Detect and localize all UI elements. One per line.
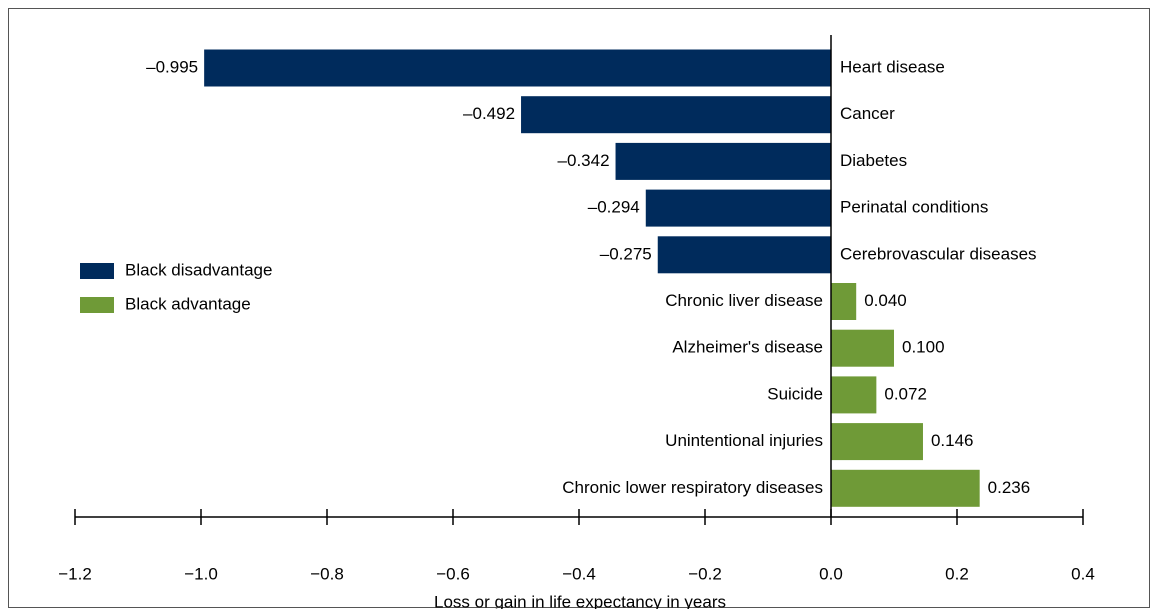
legend-swatch — [80, 297, 114, 313]
x-tick-label: −1.0 — [184, 564, 218, 583]
value-label: 0.100 — [902, 338, 945, 357]
x-axis-label: Loss or gain in life expectancy in years — [434, 592, 726, 609]
category-label: Cancer — [840, 104, 895, 123]
bar — [831, 423, 923, 461]
category-label: Diabetes — [840, 151, 907, 170]
category-label: Suicide — [767, 384, 823, 403]
category-label: Cerebrovascular diseases — [840, 244, 1037, 263]
bar — [831, 469, 980, 507]
x-tick-label: −0.2 — [688, 564, 722, 583]
bar — [645, 189, 831, 227]
bar — [521, 96, 831, 134]
bar — [204, 49, 831, 87]
bar — [831, 376, 877, 414]
value-label: –0.995 — [146, 57, 198, 76]
bar — [831, 283, 857, 320]
legend-label: Black advantage — [125, 294, 251, 313]
category-label: Perinatal conditions — [840, 198, 988, 217]
x-tick-label: 0.4 — [1071, 564, 1095, 583]
value-label: 0.072 — [884, 384, 927, 403]
bar — [657, 236, 831, 274]
value-label: –0.275 — [600, 244, 652, 263]
legend-label: Black disadvantage — [125, 260, 272, 279]
frame — [8, 8, 1150, 608]
x-tick-label: −0.6 — [436, 564, 470, 583]
value-label: –0.342 — [558, 151, 610, 170]
category-label: Unintentional injuries — [665, 431, 823, 450]
value-label: 0.040 — [864, 291, 907, 310]
category-label: Chronic lower respiratory diseases — [562, 478, 823, 497]
bar — [615, 142, 831, 180]
value-label: –0.492 — [463, 104, 515, 123]
x-tick-label: 0.2 — [945, 564, 969, 583]
x-tick-label: −1.2 — [58, 564, 92, 583]
category-label: Heart disease — [840, 57, 945, 76]
x-tick-label: −0.4 — [562, 564, 596, 583]
category-label: Alzheimer's disease — [672, 338, 823, 357]
bar — [831, 329, 894, 367]
x-tick-label: −0.8 — [310, 564, 344, 583]
x-tick-label: 0.0 — [819, 564, 843, 583]
category-label: Chronic liver disease — [665, 291, 823, 310]
value-label: 0.146 — [931, 431, 974, 450]
value-label: –0.294 — [588, 198, 640, 217]
legend-swatch — [80, 263, 114, 279]
value-label: 0.236 — [988, 478, 1031, 497]
